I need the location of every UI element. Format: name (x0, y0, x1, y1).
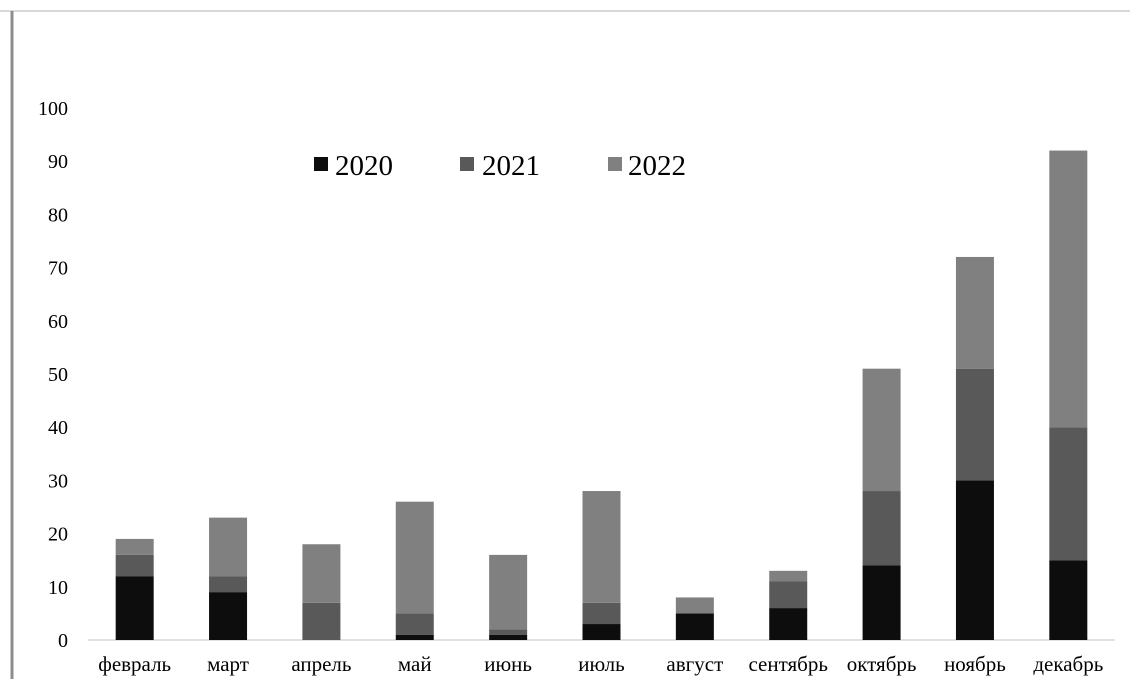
bar-segment-2022 (302, 544, 341, 603)
x-tick-label: июль (578, 652, 624, 676)
x-tick-label: ноябрь (944, 652, 1006, 676)
bar-segment-2021 (582, 602, 621, 625)
bar-segment-2022 (395, 501, 434, 614)
bar-segment-2022 (675, 597, 714, 614)
bar-segment-2020 (489, 634, 528, 640)
bar-segment-2020 (209, 592, 248, 640)
y-tick-label: 20 (48, 524, 68, 546)
y-tick-label: 10 (48, 577, 68, 599)
x-tick-label: октябрь (847, 652, 917, 676)
x-tick-label: май (398, 652, 432, 676)
bar-segment-2022 (115, 538, 154, 555)
y-tick-label: 100 (38, 98, 68, 120)
bar-segment-2021 (862, 491, 901, 566)
x-tick-label: апрель (291, 652, 351, 676)
bars-layer (115, 150, 1088, 640)
y-tick-label: 90 (48, 151, 68, 173)
bar-segment-2022 (955, 256, 994, 369)
y-tick-label: 30 (48, 470, 68, 492)
bar-segment-2020 (1049, 560, 1088, 640)
x-tick-label: март (207, 652, 249, 676)
bar-segment-2021 (769, 581, 808, 609)
bar-segment-2022 (862, 368, 901, 492)
legend-label-2022: 2022 (628, 150, 686, 182)
bar-segment-2020 (675, 613, 714, 640)
bar-segment-2022 (582, 491, 621, 603)
legend-swatch-2022 (608, 157, 622, 171)
x-tick-label: февраль (98, 652, 171, 676)
bar-segment-2020 (955, 480, 994, 640)
bar-segment-2022 (209, 517, 248, 577)
x-tick-label: сентябрь (748, 652, 827, 676)
bar-segment-2020 (862, 565, 901, 640)
axis-layer: 0 10 20 30 40 50 60 70 80 90 100 февраль март апрель м… (38, 98, 1115, 676)
y-tick-label: 80 (48, 204, 68, 226)
bar-segment-2022 (769, 570, 808, 582)
bar-segment-2020 (582, 624, 621, 640)
bar-segment-2021 (115, 554, 154, 577)
legend-label-2020: 2020 (335, 150, 393, 182)
bar-segment-2021 (209, 576, 248, 593)
x-tick-label: декабрь (1033, 652, 1103, 676)
bar-segment-2020 (115, 576, 154, 640)
bar-segment-2022 (1049, 150, 1088, 428)
bar-segment-2020 (395, 634, 434, 640)
bar-segment-2020 (769, 608, 808, 640)
bar-segment-2021 (1049, 427, 1088, 561)
y-tick-label: 70 (48, 258, 68, 280)
legend-label-2021: 2021 (482, 150, 540, 182)
bar-segment-2021 (395, 613, 434, 635)
bar-segment-2021 (489, 629, 528, 635)
y-tick-label: 50 (48, 364, 68, 386)
bar-segment-2022 (489, 554, 528, 630)
bar-segment-2021 (955, 368, 994, 481)
x-tick-label: август (666, 652, 723, 676)
y-tick-label: 60 (48, 311, 68, 333)
bar-segment-2021 (302, 602, 341, 640)
x-tick-label: июнь (484, 652, 532, 676)
y-tick-label: 0 (58, 630, 68, 652)
legend: 2020 2021 2022 (314, 150, 686, 182)
y-tick-label: 40 (48, 417, 68, 439)
legend-swatch-2021 (460, 157, 474, 171)
legend-swatch-2020 (314, 157, 328, 171)
